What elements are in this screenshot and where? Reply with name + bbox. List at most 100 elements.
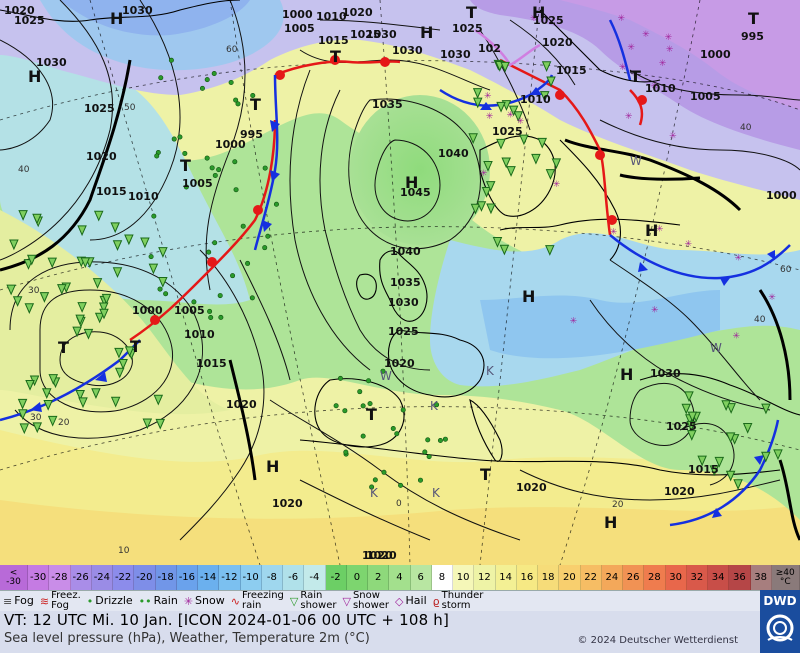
high-pressure-label: H xyxy=(266,457,279,476)
scale-cell: 18 xyxy=(538,565,560,590)
legend-label: Hail xyxy=(405,594,427,607)
hail-icon: ◇ xyxy=(395,594,404,608)
map-marker-letter: W xyxy=(630,154,642,168)
rain-shower-icon xyxy=(75,389,85,401)
legend-label: Drizzle xyxy=(95,594,133,607)
rain-shower-icon xyxy=(32,422,43,434)
rain-shower-icon xyxy=(17,398,28,410)
scale-cell-label: °C xyxy=(779,576,791,587)
low-pressure-label: T xyxy=(58,338,69,357)
isobar-label: 1030 xyxy=(122,4,153,17)
scale-cell: -6 xyxy=(283,565,305,590)
isobar-label: 995 xyxy=(741,30,764,43)
rain-icon xyxy=(204,77,210,83)
isobar-label: 1030 xyxy=(388,296,419,309)
isobar-label: 1025 xyxy=(14,14,45,27)
high-pressure-label: H xyxy=(405,173,418,192)
high-pressure-label: H xyxy=(532,3,545,22)
rain-icon xyxy=(216,167,222,173)
rain-shower-icon xyxy=(496,101,506,113)
isobar-label: 1020 xyxy=(516,481,547,494)
legend-item: ✳ Snow xyxy=(181,591,228,611)
rain-icon xyxy=(380,368,386,374)
rain-shower-icon xyxy=(686,420,696,432)
snow-icon: ✳ xyxy=(625,112,633,122)
legend-item: ▽ Snow shower xyxy=(339,591,392,611)
rain-shower-icon xyxy=(481,187,492,198)
rain-icon xyxy=(183,184,189,190)
rain-shower-icon xyxy=(17,409,28,421)
rain-shower-icon xyxy=(714,456,725,468)
low-pressure-label: T xyxy=(630,67,641,86)
map-marker-letter: W xyxy=(380,369,392,383)
scale-cell: -22 xyxy=(113,565,135,590)
isobar-label: 1025 xyxy=(388,325,419,338)
rain-icon xyxy=(148,254,154,260)
low-pressure-label: T xyxy=(250,95,261,114)
rain-icon xyxy=(206,249,212,255)
rain-shower-icon xyxy=(761,451,771,463)
temperature-isoline-label: 30 xyxy=(28,286,40,296)
rain-shower-icon xyxy=(12,296,23,307)
rain-shower-icon xyxy=(773,449,783,461)
legend-label: Fog xyxy=(14,594,34,607)
rain-shower-icon xyxy=(47,257,58,269)
rain-shower-icon xyxy=(537,137,548,149)
high-pressure-label: H xyxy=(420,23,433,42)
rain-shower-icon xyxy=(483,161,493,172)
weather-map: ✳✳✳✳✳✳✳✳✳✳✳✳✳✳✳✳✳✳✳✳✳✳✳✳✳ 10201025103010… xyxy=(0,0,800,565)
low-pressure-label: T xyxy=(748,9,759,28)
rain-shower-icon xyxy=(148,263,159,275)
temperature-isoline-label: 30 xyxy=(30,413,42,423)
thunderstorm-icon: ϱ xyxy=(432,594,440,608)
scale-cell: 16 xyxy=(516,565,538,590)
isobar-label: 1030 xyxy=(366,28,397,41)
snow-icon: ✳ xyxy=(480,169,488,179)
rain-shower-icon xyxy=(98,302,109,314)
rain-icon xyxy=(157,286,163,292)
snow-icon: ✳ xyxy=(506,111,514,121)
scale-cell: 32 xyxy=(686,565,708,590)
legend-label: Snow shower xyxy=(352,590,390,611)
snow-icon: ✳ xyxy=(651,82,659,92)
low-pressure-label: T xyxy=(466,3,477,22)
isobar-label: 1010 xyxy=(184,328,215,341)
rain-shower-icon xyxy=(48,374,59,385)
legend-label: Rain xyxy=(153,594,178,607)
high-pressure-label: H xyxy=(620,365,633,384)
legend-item: ≋ Freez. Fog xyxy=(37,591,84,611)
rain-shower-icon xyxy=(725,432,736,444)
rain-icon xyxy=(233,187,239,193)
low-pressure-label: T xyxy=(330,47,341,66)
rain-icon xyxy=(204,155,210,161)
legend-label: Snow xyxy=(195,594,225,607)
map-marker-letter: K xyxy=(370,486,379,500)
rain-shower-icon xyxy=(80,257,91,269)
legend-item: ▽ Rain shower xyxy=(287,591,340,611)
rain-shower-icon xyxy=(485,181,496,192)
scale-cell: -12 xyxy=(219,565,241,590)
rain-shower-icon xyxy=(496,138,506,150)
rain-icon xyxy=(208,315,214,321)
isobar-label: 1005 xyxy=(174,304,205,317)
rain-shower-icon xyxy=(721,400,731,411)
legend-label: Freez. Fog xyxy=(51,590,81,611)
rain-icon xyxy=(360,433,366,439)
rain-icon xyxy=(417,477,423,483)
scale-cell: 2 xyxy=(368,565,390,590)
rain-shower-icon xyxy=(43,400,53,411)
rain-shower-icon xyxy=(112,240,123,251)
scale-cell: 0 xyxy=(346,565,368,590)
legend-item: ◇ Hail xyxy=(392,591,430,611)
rain-icon xyxy=(211,71,217,77)
rain-shower-icon xyxy=(32,213,42,225)
snow-icon: ✳ xyxy=(553,180,561,190)
isobar-label: 1015 xyxy=(688,463,719,476)
rain-shower-icon xyxy=(733,479,743,490)
snow-icon: ✳ xyxy=(642,30,650,40)
rain-icon xyxy=(168,57,174,63)
isobar-label: 1045 xyxy=(400,186,431,199)
low-pressure-label: T xyxy=(480,465,491,484)
scale-cell: 20 xyxy=(559,565,581,590)
